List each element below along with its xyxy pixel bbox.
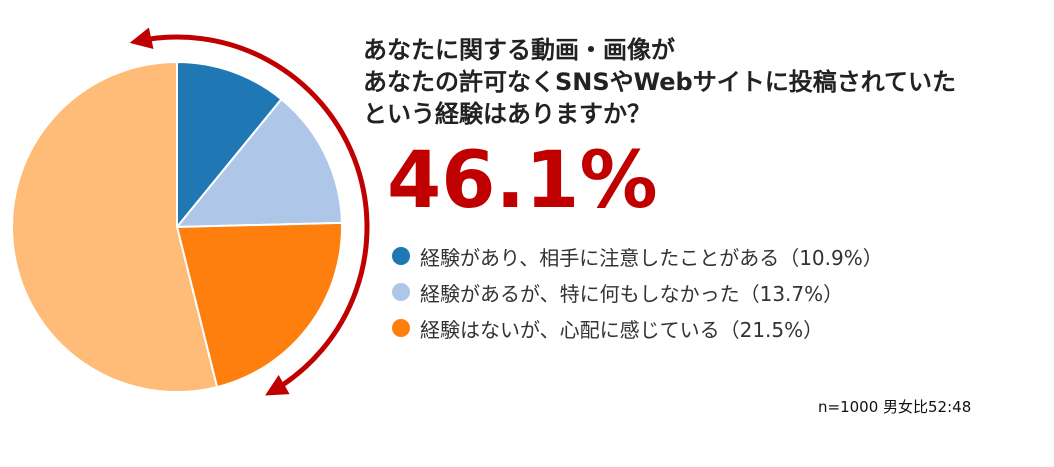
pie-slices xyxy=(11,60,343,393)
legend-label: 経験はないが、心配に感じている（21.5%） xyxy=(420,317,824,342)
legend-swatch xyxy=(392,283,410,301)
pie-slice-1 xyxy=(176,60,283,230)
legend-label: 経験があるが、特に何もしなかった（13.7%） xyxy=(420,281,844,306)
legend: 経験があり、相手に注意したことがある（10.9%） 経験があるが、特に何もしなか… xyxy=(392,238,883,346)
pie-slice-2 xyxy=(174,97,343,229)
sample-size-note: n=1000 男女比52:48 xyxy=(818,398,972,416)
title-line-2: あなたの許可なくSNSやWebサイトに投稿されていた xyxy=(363,68,957,96)
pie-slice-3 xyxy=(175,221,343,389)
highlight-arc-arrow xyxy=(136,34,370,394)
legend-swatch xyxy=(392,247,410,265)
legend-item-did-nothing: 経験があるが、特に何もしなかった（13.7%） xyxy=(392,274,883,310)
legend-item-warned: 経験があり、相手に注意したことがある（10.9%） xyxy=(392,238,883,274)
arrow-head-top xyxy=(129,27,154,50)
title-line-3: という経験はありますか？ xyxy=(363,100,651,128)
arrow-head-bottom xyxy=(265,375,290,396)
legend-item-worried: 経験はないが、心配に感じている（21.5%） xyxy=(392,310,883,346)
legend-label: 経験があり、相手に注意したことがある（10.9%） xyxy=(420,245,883,270)
title-line-1: あなたに関する動画・画像が xyxy=(363,36,675,64)
pie-slice-4 xyxy=(11,60,219,393)
legend-swatch xyxy=(392,319,410,337)
headline-percentage: 46.1% xyxy=(387,136,658,226)
chart-title: あなたに関する動画・画像が あなたの許可なくSNSやWebサイトに投稿されていた… xyxy=(363,34,1043,130)
